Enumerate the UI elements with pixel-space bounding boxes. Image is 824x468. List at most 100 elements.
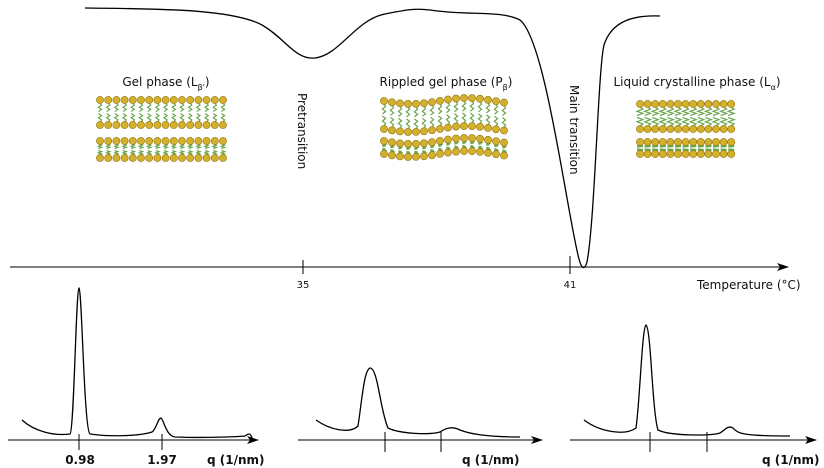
lipid-tail <box>650 116 660 127</box>
lipid-tail <box>501 117 507 128</box>
lipid-tail <box>195 112 202 123</box>
lipid-tail <box>421 105 427 117</box>
lipid-head <box>104 154 113 162</box>
lipid-head <box>153 137 162 145</box>
lipid-tail <box>658 106 668 117</box>
lipid-head <box>145 96 154 104</box>
lipid-tail <box>212 112 218 123</box>
lipid-head <box>380 97 388 105</box>
lipid-head <box>674 100 682 108</box>
lipid-tail <box>445 102 451 114</box>
lipid-tail <box>220 102 226 113</box>
lipid-tail <box>389 116 395 128</box>
axis-label: Temperature (°C) <box>696 278 801 292</box>
lipid-head <box>643 125 652 133</box>
lipid-tail <box>642 106 653 117</box>
lipid-head <box>712 150 720 158</box>
lipid-tail <box>429 116 435 128</box>
lipid-head <box>396 152 404 161</box>
tick-label: 0.98 <box>65 453 95 467</box>
lipid-head <box>696 138 705 146</box>
tick-label: 1.97 <box>147 453 177 467</box>
lipid-tail <box>121 112 128 123</box>
lipid-tail <box>665 116 676 127</box>
lipid-head <box>636 125 644 133</box>
lipid-head <box>704 100 713 108</box>
lipid-head <box>444 123 452 132</box>
lipid-head <box>428 151 436 160</box>
lipid-head <box>420 139 428 148</box>
lipid-head <box>484 124 492 132</box>
lipid-head <box>696 125 705 133</box>
lipid-head <box>145 137 154 145</box>
lipid-head <box>444 95 452 104</box>
lipid-head <box>500 151 508 160</box>
lipid-head <box>194 121 203 129</box>
lipid-head <box>460 94 468 102</box>
lipid-head <box>452 122 460 131</box>
lipid-head <box>428 98 436 107</box>
lipid-head <box>500 138 508 147</box>
lipid-tail <box>703 106 714 117</box>
lipid-head <box>404 140 412 148</box>
lipid-tail <box>658 116 668 127</box>
lipid-head <box>96 137 104 145</box>
lipid-head <box>719 138 728 146</box>
lipid-head <box>658 100 667 108</box>
lipid-head <box>404 128 412 136</box>
lipid-head <box>120 137 129 145</box>
lipid-tail <box>195 102 202 113</box>
lipid-tail <box>437 103 443 115</box>
lipid-head <box>194 154 203 162</box>
lipid-head <box>202 121 211 129</box>
lipid-head <box>210 137 219 145</box>
lipid-head <box>651 100 660 108</box>
lipid-head <box>153 96 162 104</box>
lipid-head <box>145 121 154 129</box>
lipid-head <box>428 138 436 147</box>
lipid-head <box>96 96 104 104</box>
lipid-head <box>476 134 484 143</box>
lipid-head <box>178 154 186 162</box>
lipid-tail <box>121 102 128 113</box>
lipid-head <box>178 137 186 145</box>
lipid-head <box>396 139 404 148</box>
lipid-head <box>636 100 644 108</box>
lipid-head <box>137 121 145 129</box>
lipid-tail <box>635 116 645 127</box>
lipid-head <box>112 137 121 145</box>
lipid-tail <box>105 112 111 123</box>
lipid-tail <box>673 116 683 127</box>
lipid-head <box>658 125 667 133</box>
lipid-head <box>643 150 652 158</box>
lipid-head <box>120 121 129 129</box>
lipid-head <box>636 138 644 146</box>
lipid-head <box>396 99 404 108</box>
phase-label: Rippled gel phase (Pβ) <box>380 75 513 92</box>
lipid-tail <box>477 101 483 113</box>
lipid-head <box>112 96 121 104</box>
lipid-tail <box>688 106 699 117</box>
lipid-tail <box>696 116 706 127</box>
axis-label: q (1/nm) <box>207 453 265 467</box>
lipid-head <box>219 121 227 129</box>
lipid-tail <box>413 106 419 118</box>
lipid-head <box>128 96 137 104</box>
lipid-head <box>112 154 121 162</box>
lipid-tail <box>453 101 459 113</box>
lipid-head <box>202 96 211 104</box>
lipid-head <box>712 125 720 133</box>
lipid-tail <box>171 112 177 123</box>
lipid-head <box>476 147 484 156</box>
lipid-head <box>388 98 396 107</box>
lipid-head <box>666 125 675 133</box>
lipid-head <box>492 150 500 159</box>
axis-label: q (1/nm) <box>762 453 820 467</box>
lipid-tail <box>688 116 698 127</box>
lipid-head <box>492 137 500 146</box>
lipid-tail <box>187 102 193 113</box>
lipid-tail <box>461 112 467 124</box>
lipid-tail <box>703 116 714 127</box>
lipid-illustrations <box>96 94 737 162</box>
